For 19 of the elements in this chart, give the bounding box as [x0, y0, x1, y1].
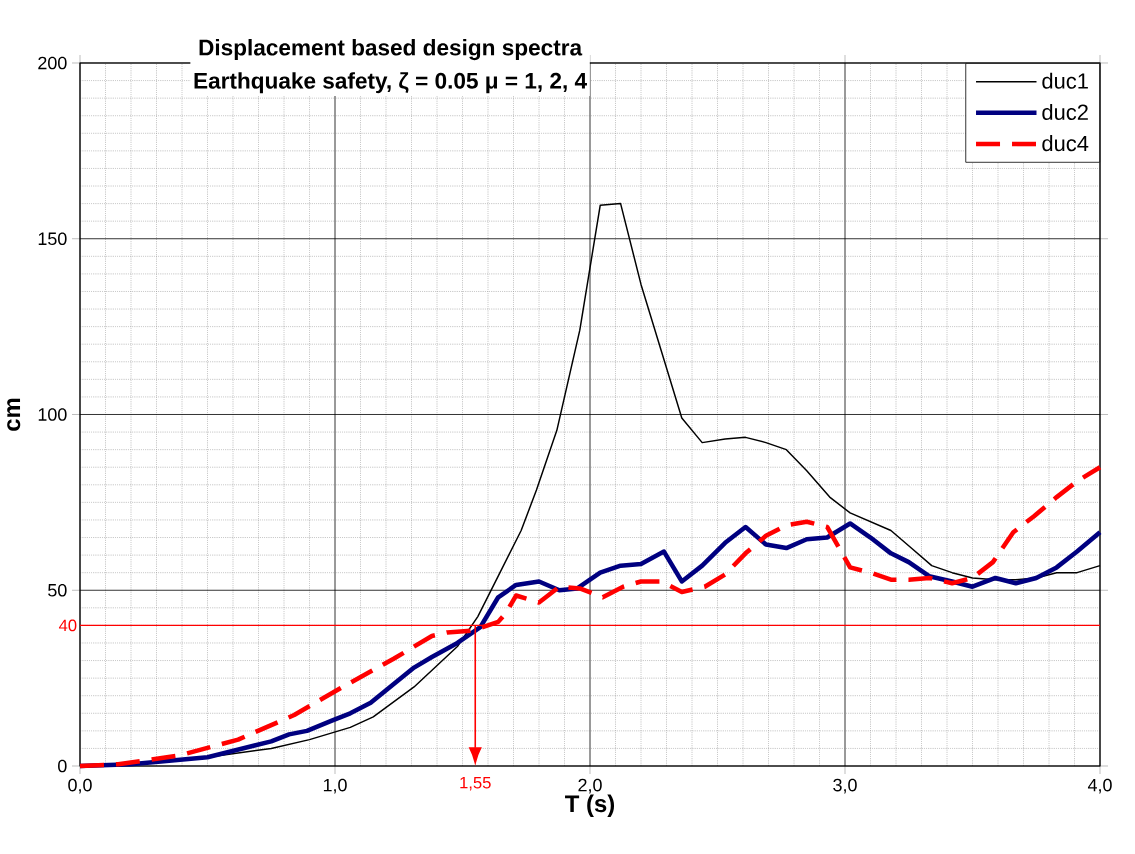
x-tick-label: 0,0	[68, 778, 92, 794]
y-tick-label: 50	[48, 583, 67, 597]
y-tick-label: 0	[58, 759, 67, 773]
chart-title: Displacement based design spectra	[199, 38, 583, 61]
y-axis-title: cm	[7, 398, 21, 431]
ref-line-label: 1,55	[460, 776, 491, 791]
x-tick-label: 3,0	[833, 778, 857, 794]
x-tick-label: 2,0	[578, 778, 602, 794]
y-tick-label: 150	[38, 232, 67, 246]
y-tick-label: 100	[38, 408, 67, 421]
x-tick-label: 4,0	[1087, 778, 1112, 794]
legend-label: duc2	[1042, 103, 1088, 120]
legend-label: duc1	[1042, 72, 1088, 89]
chart-subtitle: Earthquake safety, ζ = 0.05 μ = 1, 2, 4	[194, 72, 587, 94]
x-tick-label: 1,0	[323, 778, 347, 794]
ref-line-label: 40	[58, 619, 77, 632]
y-tick-label: 200	[38, 56, 67, 70]
x-axis-title: T (s)	[565, 794, 615, 817]
legend-label: duc4	[1042, 135, 1089, 152]
